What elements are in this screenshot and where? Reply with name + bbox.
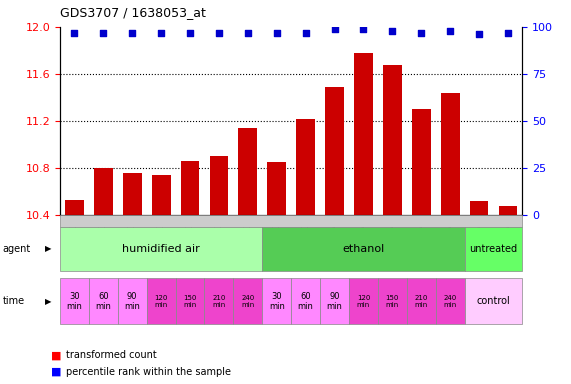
Point [445, 28, 455, 34]
Point [417, 30, 426, 36]
Point [388, 28, 397, 34]
Point [186, 30, 195, 36]
Text: 210
min: 210 min [212, 295, 226, 308]
Text: time: time [3, 296, 25, 306]
Bar [239, 128, 258, 384]
Text: ■: ■ [51, 367, 62, 377]
Text: transformed count: transformed count [66, 350, 156, 360]
Text: 150
min: 150 min [385, 295, 399, 308]
Point [243, 30, 252, 36]
Text: ethanol: ethanol [343, 243, 385, 254]
Bar [354, 53, 373, 384]
Point [301, 30, 310, 36]
Text: 150
min: 150 min [183, 295, 197, 308]
Bar [296, 119, 315, 384]
Point [70, 30, 79, 36]
Text: 30
min: 30 min [269, 292, 285, 311]
Text: percentile rank within the sample: percentile rank within the sample [66, 367, 231, 377]
Bar [441, 93, 460, 384]
Point [128, 30, 137, 36]
Bar [267, 162, 286, 384]
Text: ■: ■ [51, 350, 62, 360]
Text: 90
min: 90 min [327, 292, 343, 311]
Point [504, 30, 513, 36]
Text: control: control [477, 296, 510, 306]
Text: 90
min: 90 min [124, 292, 140, 311]
Bar [412, 109, 431, 384]
Text: ▶: ▶ [45, 244, 52, 253]
Text: 240
min: 240 min [241, 295, 255, 308]
Bar [383, 65, 402, 384]
Text: 120
min: 120 min [357, 295, 370, 308]
Text: untreated: untreated [469, 243, 518, 254]
Point [272, 30, 282, 36]
Bar [94, 168, 112, 384]
Bar [152, 175, 171, 384]
Text: GDS3707 / 1638053_at: GDS3707 / 1638053_at [60, 6, 206, 19]
Text: humidified air: humidified air [122, 243, 200, 254]
Text: 210
min: 210 min [415, 295, 428, 308]
Text: ▶: ▶ [45, 297, 52, 306]
Point [156, 30, 166, 36]
Bar [325, 87, 344, 384]
Bar [180, 161, 199, 384]
Text: 30
min: 30 min [66, 292, 82, 311]
Text: 120
min: 120 min [154, 295, 168, 308]
Point [359, 26, 368, 32]
Point [214, 30, 223, 36]
Point [475, 31, 484, 38]
Text: 60
min: 60 min [95, 292, 111, 311]
Bar [65, 200, 84, 384]
Point [330, 26, 339, 32]
Bar [123, 173, 142, 384]
Text: 240
min: 240 min [444, 295, 457, 308]
Bar [498, 206, 517, 384]
Text: 60
min: 60 min [297, 292, 313, 311]
Bar [470, 201, 489, 384]
Text: agent: agent [3, 243, 31, 254]
Bar [210, 156, 228, 384]
Point [99, 30, 108, 36]
